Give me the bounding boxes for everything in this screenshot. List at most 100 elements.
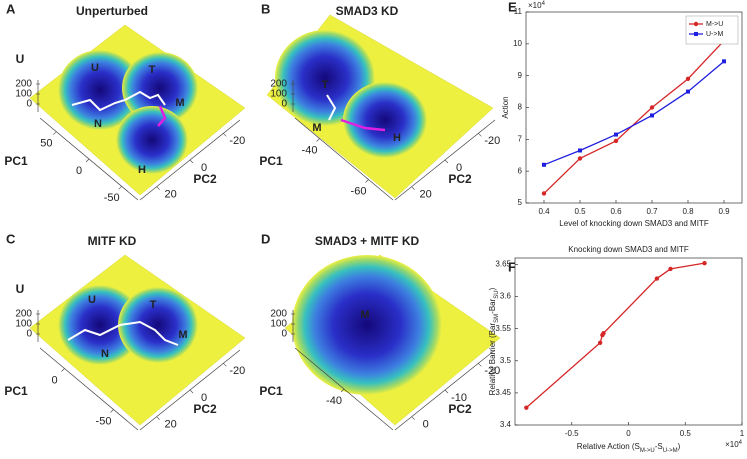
- marker: [578, 148, 582, 153]
- z-tick-label: 0: [26, 329, 32, 340]
- marker: [649, 105, 655, 110]
- state-label: M: [360, 309, 369, 321]
- state-label: U: [88, 294, 96, 306]
- state-label: N: [101, 348, 109, 360]
- x-tick-label: 0: [76, 165, 82, 177]
- marker: [650, 113, 654, 118]
- plot-area: [514, 257, 743, 426]
- y-tick-label: -10: [451, 392, 467, 404]
- x-axis-label: PC1: [259, 384, 283, 398]
- label-text: Relative Action (S: [577, 442, 640, 451]
- multiplier-exponent: 4: [739, 440, 743, 446]
- x-tick-label: 0.6: [610, 207, 622, 216]
- y-tick-label: 6: [518, 166, 523, 175]
- y-tick-label: 3.45: [495, 388, 511, 397]
- y-tick-label: 10: [513, 39, 522, 48]
- marker: [654, 276, 660, 281]
- x-tick: [110, 409, 114, 413]
- landscape-well: [292, 255, 442, 395]
- y-tick-label: -20: [484, 135, 500, 147]
- legend-marker: [693, 21, 699, 27]
- y-tick-label: 3.4: [500, 420, 512, 429]
- y-tick-label: 7: [518, 134, 523, 143]
- y-tick: [223, 133, 227, 137]
- z-axis-label: U: [16, 282, 25, 296]
- y-tick-label: 0: [201, 162, 207, 174]
- legend-box: [685, 15, 739, 45]
- y-tick-label: -20: [229, 365, 245, 377]
- label-text: -S: [655, 442, 663, 451]
- y-tick-label: 3.55: [495, 324, 511, 333]
- y-tick-label: 20: [165, 189, 177, 201]
- legend-label: M->U: [706, 21, 723, 28]
- state-label: M: [312, 122, 321, 134]
- y-axis-label: PC2: [193, 402, 217, 416]
- multiplier-base: ×10: [725, 440, 739, 449]
- trajectory: [326, 94, 337, 121]
- landscape-panel: A UnperturbedUNTMHU2001000PC1500-50PC2-20…: [4, 1, 246, 204]
- y-tick: [444, 389, 449, 394]
- x-tick: [61, 368, 65, 372]
- panel-title: Unperturbed: [76, 4, 148, 18]
- marker: [613, 138, 619, 144]
- y-tick-label: -20: [229, 135, 245, 147]
- x-axis-label: PC1: [4, 154, 28, 168]
- x-tick-label: 0.7: [646, 207, 658, 216]
- y-axis-label: PC2: [193, 172, 217, 186]
- marker: [524, 405, 529, 410]
- panel-letter: D: [261, 231, 270, 246]
- marker: [542, 162, 546, 167]
- state-label: H: [138, 164, 146, 176]
- legend-label: U->M: [706, 31, 723, 38]
- x-tick-label: 1: [740, 429, 745, 438]
- y-tick: [411, 186, 415, 190]
- label-text: -Bar: [488, 298, 497, 313]
- z-tick-label: 200: [15, 79, 32, 90]
- label-subscript: M->U: [640, 448, 655, 454]
- label-subscript: SM: [494, 314, 500, 323]
- state-label: H: [393, 132, 401, 144]
- y-axis-label: PC2: [448, 172, 472, 186]
- landscape-well: [118, 287, 198, 363]
- label-subscript: SU: [494, 290, 500, 298]
- y-tick: [189, 389, 194, 394]
- y-axis-label: PC2: [448, 402, 472, 416]
- x-tick-label: 0.5: [680, 429, 692, 438]
- panel-title: MITF KD: [88, 234, 137, 248]
- panel-letter: B: [261, 1, 270, 16]
- x-axis: [39, 347, 139, 431]
- z-tick-label: 100: [15, 89, 32, 100]
- axis-multiplier: ×104: [528, 1, 546, 11]
- marker: [702, 260, 707, 266]
- label-subscript: U->M: [663, 448, 678, 454]
- chart-title: Knocking down SMAD3 and MITF: [568, 245, 689, 254]
- landscape-well: [116, 106, 188, 174]
- y-tick-label: 0: [423, 419, 429, 431]
- y-tick-label: 20: [165, 419, 177, 431]
- marker: [668, 266, 673, 272]
- x-tick-label: 0.8: [682, 207, 694, 216]
- y-tick-label: 0: [456, 162, 462, 174]
- z-tick-label: 200: [270, 309, 287, 320]
- y-tick: [478, 363, 482, 367]
- x-tick: [85, 158, 90, 163]
- x-tick: [118, 186, 122, 190]
- panel-letter: C: [6, 231, 16, 246]
- z-tick-label: 0: [26, 99, 32, 110]
- marker: [722, 59, 726, 64]
- y-tick: [156, 416, 160, 420]
- z-tick-label: 100: [270, 319, 287, 330]
- z-tick-label: 200: [15, 309, 32, 320]
- label-text: ): [488, 287, 497, 290]
- y-tick-label: 3.6: [500, 292, 512, 301]
- x-axis-label: Level of knocking down SMAD3 and MITF: [559, 219, 709, 228]
- y-tick-label: 20: [420, 189, 432, 201]
- x-tick-label: -50: [96, 415, 112, 427]
- y-tick-label: 9: [518, 71, 523, 80]
- state-label: M: [178, 329, 187, 341]
- y-tick: [156, 186, 160, 190]
- marker: [614, 132, 618, 137]
- y-tick-label: -20: [484, 365, 500, 377]
